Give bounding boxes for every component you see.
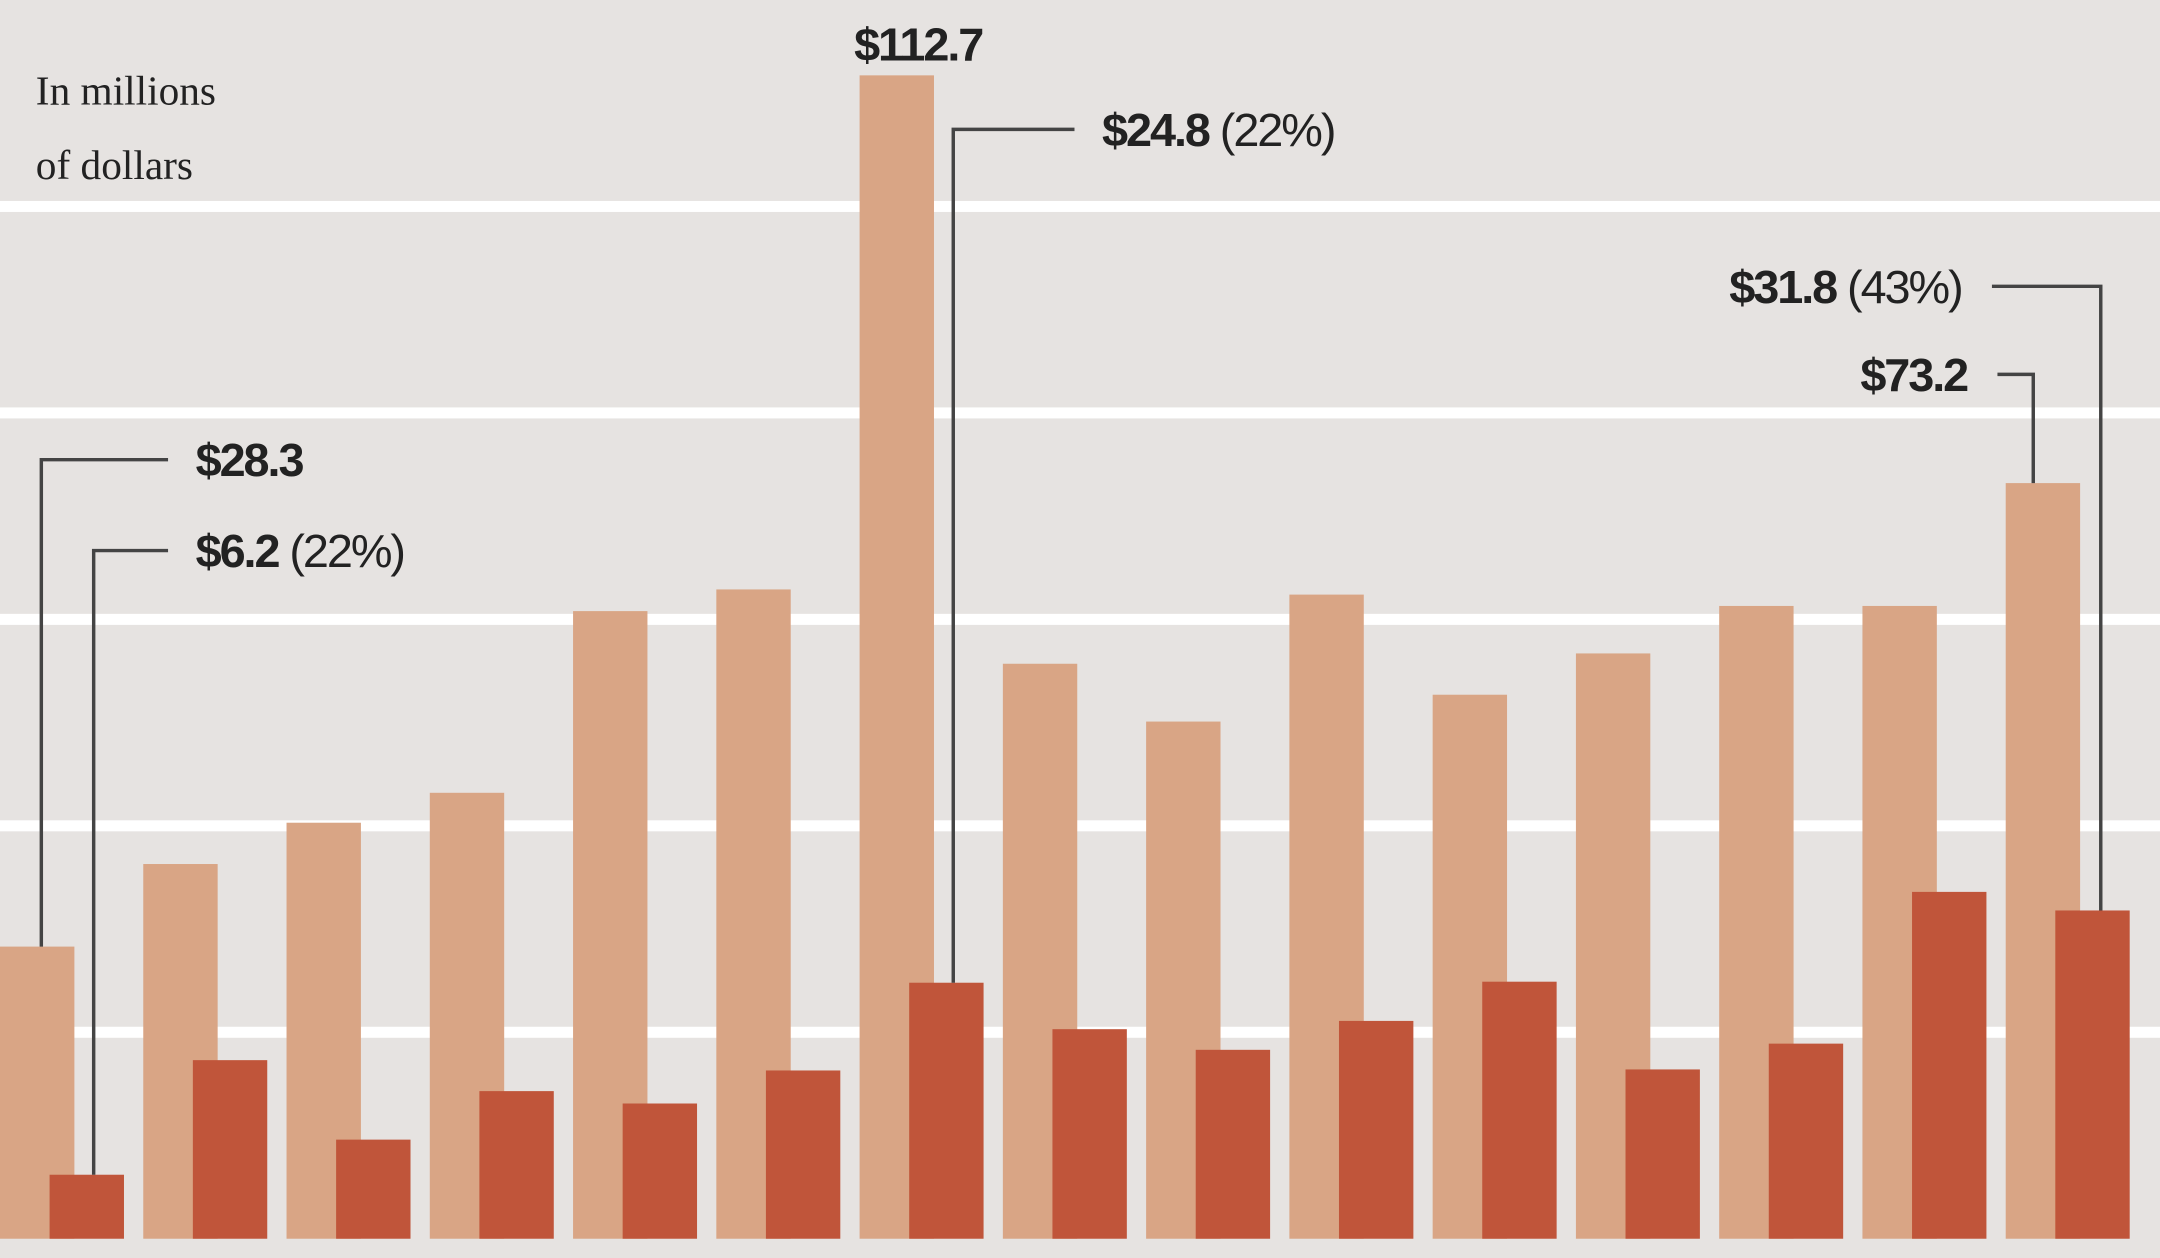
bar-dark-6 (909, 982, 984, 1239)
data-label: $28.3 (196, 434, 304, 486)
data-label: $24.8 (22%) (1102, 104, 1334, 156)
bar-dark-10 (1482, 981, 1557, 1239)
bar-dark-8 (1195, 1049, 1271, 1239)
data-label: $73.2 (1860, 349, 1968, 401)
bar-dark-12 (1768, 1043, 1844, 1239)
gridline (0, 613, 2160, 625)
bar-dark-13 (1912, 891, 1987, 1239)
unit-note-line1: In millions (36, 68, 216, 114)
bar-dark-3 (479, 1091, 554, 1239)
leader-line (951, 127, 1075, 983)
bar-dark-14 (2055, 910, 2130, 1239)
gridline (0, 407, 2160, 419)
leader-line (1997, 372, 2035, 484)
data-label: $6.2 (22%) (196, 525, 404, 577)
bar-dark-2 (336, 1139, 411, 1239)
leader-line (91, 548, 169, 1175)
bar-dark-4 (622, 1103, 698, 1239)
bar-dark-9 (1338, 1020, 1414, 1239)
bar-dark-7 (1052, 1029, 1127, 1239)
bar-dark-11 (1625, 1069, 1700, 1239)
gridline (0, 200, 2160, 212)
unit-note-line2: of dollars (36, 142, 193, 188)
leader-line (1991, 284, 2103, 911)
bar-dark-1 (192, 1060, 268, 1239)
bar-dark-5 (765, 1070, 841, 1239)
gridline (0, 820, 2160, 832)
bar-dark-0 (49, 1174, 124, 1239)
data-label: $31.8 (43%) (1729, 261, 1961, 313)
leader-line (39, 457, 169, 947)
data-label: $112.7 (854, 19, 982, 71)
